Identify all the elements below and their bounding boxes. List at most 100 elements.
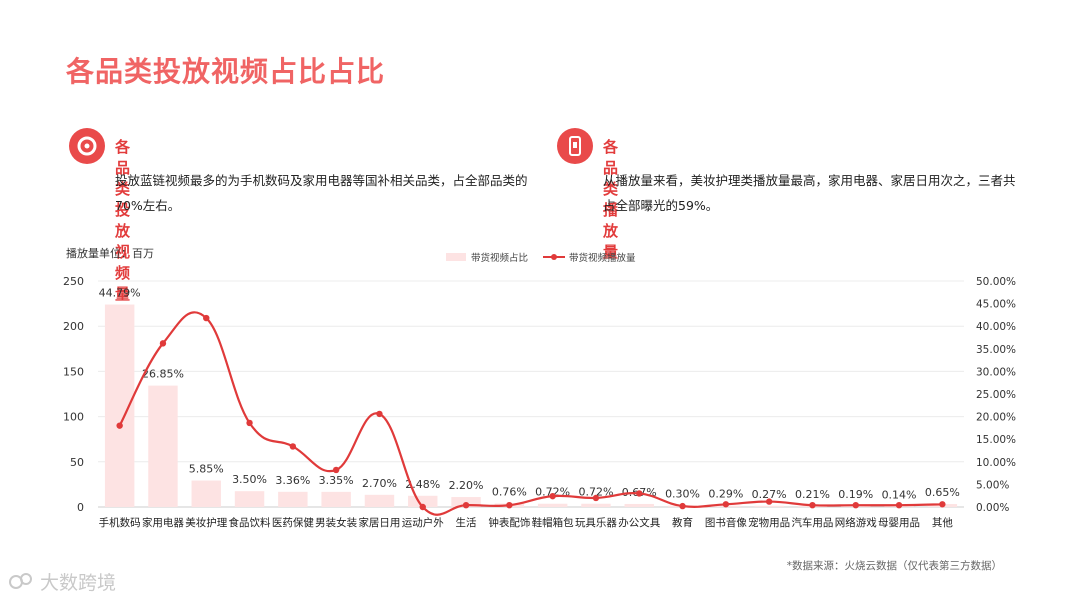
- line-point: [462, 501, 470, 509]
- line-point: [332, 466, 340, 474]
- x-tick-label: 家居日用: [358, 516, 400, 529]
- y-left-tick-label: 250: [63, 275, 84, 288]
- x-tick-label: 图书音像: [705, 516, 747, 529]
- x-tick-label: 生活: [456, 516, 477, 529]
- bar-data-label: 44.79%: [99, 287, 141, 300]
- y-right-tick-label: 45.00%: [976, 299, 1016, 311]
- y-right-tick-label: 30.00%: [976, 366, 1016, 378]
- bar-data-label: 3.35%: [319, 474, 354, 487]
- x-tick-label: 运动户外: [402, 516, 444, 529]
- bar-data-label: 0.76%: [492, 486, 527, 499]
- y-left-tick-label: 150: [63, 365, 84, 378]
- bar-data-label: 2.48%: [405, 478, 440, 491]
- x-tick-label: 男装女装: [315, 516, 357, 529]
- section-body: 从播放量来看，美妆护理类播放量最高，家用电器、家居日用次之，三者共占全部曝光的5…: [603, 173, 1016, 213]
- bar: [537, 503, 568, 507]
- legend-line-marker: [551, 254, 557, 260]
- section-heading: 各品类投放视频量: [115, 138, 131, 303]
- bar-data-label: 5.85%: [189, 463, 224, 476]
- unit-label: 播放量单位：百万: [66, 247, 154, 260]
- line-point: [289, 443, 297, 450]
- legend-bar-swatch: [446, 253, 466, 261]
- watermark-logo-icon: [9, 572, 32, 589]
- y-right-tick-label: 25.00%: [976, 389, 1016, 401]
- bar: [148, 385, 178, 507]
- y-right-tick-label: 10.00%: [976, 457, 1016, 469]
- line-point: [636, 490, 643, 497]
- bar-data-label: 0.14%: [882, 488, 917, 501]
- y-right-tick-label: 0.00%: [976, 502, 1009, 514]
- x-tick-label: 玩具乐器: [575, 517, 617, 529]
- x-tick-label: 宠物用品: [748, 516, 790, 529]
- bar-data-label: 2.20%: [449, 479, 484, 492]
- legend-label: 带货视频播放量: [569, 252, 636, 264]
- watermark: 大数跨境: [8, 568, 116, 595]
- line-point: [203, 314, 210, 322]
- bar: [624, 503, 654, 507]
- line-point: [765, 498, 773, 505]
- line-point: [592, 494, 600, 502]
- y-right-tick-label: 5.00%: [976, 479, 1009, 491]
- line-point: [549, 492, 556, 500]
- x-tick-label: 教育: [672, 516, 693, 529]
- bar-data-label: 0.19%: [838, 488, 873, 501]
- x-tick-label: 办公文具: [618, 516, 660, 529]
- bar-data-label: 0.30%: [665, 488, 700, 501]
- line-point: [159, 340, 167, 347]
- y-left-tick-label: 0: [77, 501, 84, 514]
- line-point: [679, 502, 686, 510]
- line-point: [376, 410, 383, 418]
- bar: [754, 505, 784, 507]
- combo-chart: 0 50 100 150 200 250 0.00% 5.00% 10.00% 15.00% 20.…: [63, 252, 1016, 529]
- line-point: [506, 501, 513, 509]
- x-tick-label: 医药保健: [272, 516, 314, 529]
- bar-data-label: 3.36%: [275, 474, 310, 487]
- y-left-tick-label: 100: [63, 411, 84, 424]
- line-point: [246, 419, 253, 427]
- bar: [278, 491, 308, 507]
- x-tick-label: 其他: [932, 516, 953, 529]
- section-heading: 各品类播放量: [603, 138, 619, 261]
- x-tick-label: 鞋帽箱包: [532, 516, 574, 529]
- y-right-tick-label: 40.00%: [976, 321, 1016, 333]
- y-right-tick-label: 15.00%: [976, 434, 1016, 446]
- bar: [581, 503, 611, 507]
- x-tick-label: 食品饮料: [229, 516, 271, 529]
- legend-label: 带货视频占比: [471, 252, 528, 264]
- section-body: 投放蓝链视频最多的为手机数码及家用电器等国补相关品类，占全部品类的70%左右。: [115, 173, 528, 213]
- page-title: 各品类投放视频占比占比: [66, 55, 386, 88]
- y-right-tick-label: 35.00%: [976, 344, 1016, 356]
- bar: [408, 495, 438, 507]
- bar: [191, 480, 221, 507]
- y-left-tick-label: 50: [70, 456, 84, 469]
- x-tick-label: 网络游戏: [835, 516, 877, 529]
- bar-data-label: 0.29%: [708, 488, 743, 501]
- bar-data-label: 0.72%: [578, 486, 613, 499]
- y-right-tick-label: 20.00%: [976, 412, 1016, 424]
- line-point: [419, 503, 426, 511]
- x-tick-label: 汽车用品: [791, 516, 833, 529]
- x-tick-label: 母婴用品: [878, 517, 920, 529]
- bar-data-label: 0.21%: [795, 488, 830, 501]
- y-left-tick-label: 200: [63, 320, 84, 333]
- line-point: [722, 501, 730, 508]
- y-right-tick-label: 50.00%: [976, 276, 1016, 288]
- bar-data-label: 26.85%: [142, 368, 184, 381]
- line-point: [939, 501, 946, 508]
- bar: [364, 494, 395, 507]
- x-tick-label: 钟表配饰: [488, 516, 530, 529]
- bar-data-label: 3.50%: [232, 473, 267, 486]
- bar: [321, 491, 351, 507]
- x-tick-label: 美妆护理: [185, 516, 227, 529]
- bar: [234, 491, 265, 507]
- bar-data-label: 0.27%: [752, 488, 787, 501]
- line-point: [116, 422, 123, 429]
- watermark-text: 大数跨境: [40, 572, 117, 594]
- line-point: [895, 501, 903, 509]
- phone-icon: [557, 128, 593, 164]
- x-tick-label: 家用电器: [142, 516, 184, 529]
- bar-data-label: 2.70%: [362, 477, 397, 490]
- line-point: [852, 501, 859, 509]
- target-icon: [69, 128, 105, 164]
- line-point: [809, 501, 816, 509]
